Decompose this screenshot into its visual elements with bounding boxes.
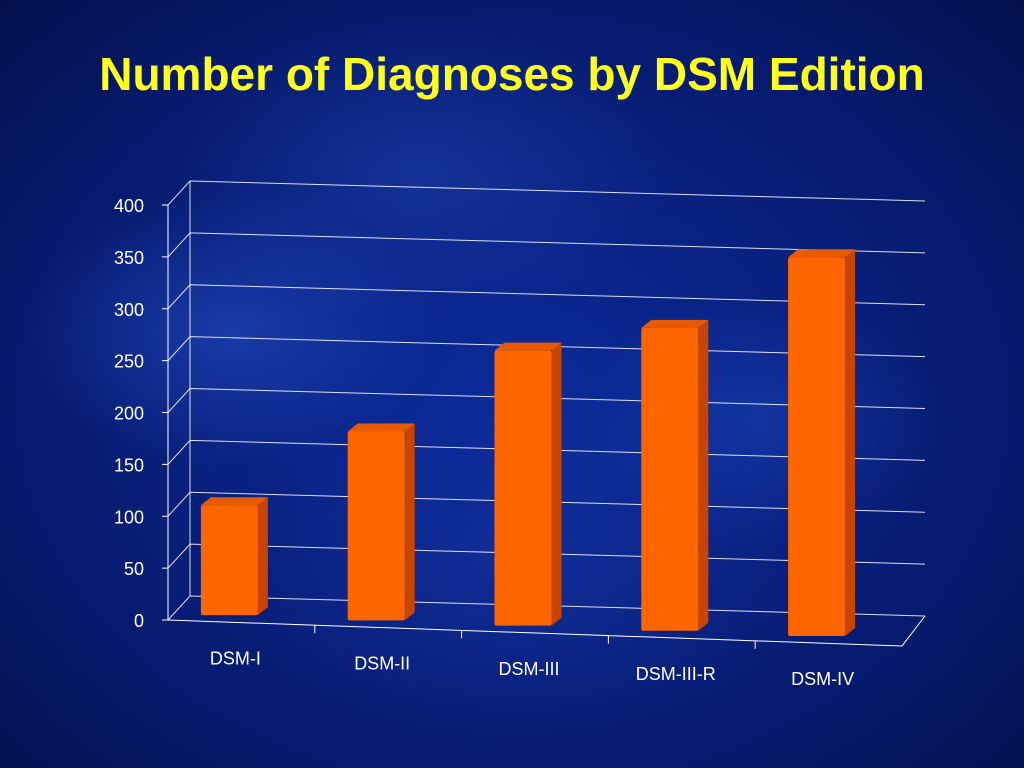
y-tick-label: 300 (114, 300, 144, 320)
x-tick-label: DSM-II (354, 654, 410, 674)
y-tick-label: 50 (124, 559, 144, 579)
gridline (167, 180, 926, 206)
y-tick-label: 100 (114, 507, 144, 527)
y-tick-label: 250 (114, 352, 144, 372)
x-tick-label: DSM-IV (791, 669, 854, 689)
x-tick-label: DSM-I (210, 648, 261, 668)
bar (641, 319, 709, 631)
y-tick-label: 200 (114, 404, 144, 424)
chart-axes (162, 181, 926, 649)
y-tick-label: 350 (114, 248, 144, 268)
y-tick-label: 400 (114, 196, 144, 216)
x-axis-labels: DSM-I DSM-II DSM-III DSM-III-R DSM-IV (210, 648, 854, 689)
bar (200, 497, 268, 616)
y-tick-label: 150 (114, 455, 144, 475)
x-tick-label: DSM-III-R (636, 664, 716, 684)
bar (788, 249, 856, 636)
bar (347, 423, 415, 621)
y-tick-label: 0 (134, 611, 144, 631)
x-axis-line (167, 615, 926, 647)
x-tick-label: DSM-III (499, 659, 560, 679)
y-axis-ticks: 0 50 100 150 200 250 300 350 400 (114, 196, 144, 631)
chart-bars (200, 249, 856, 636)
page-title: Number of Diagnoses by DSM Edition (99, 48, 925, 100)
bar (494, 342, 562, 626)
